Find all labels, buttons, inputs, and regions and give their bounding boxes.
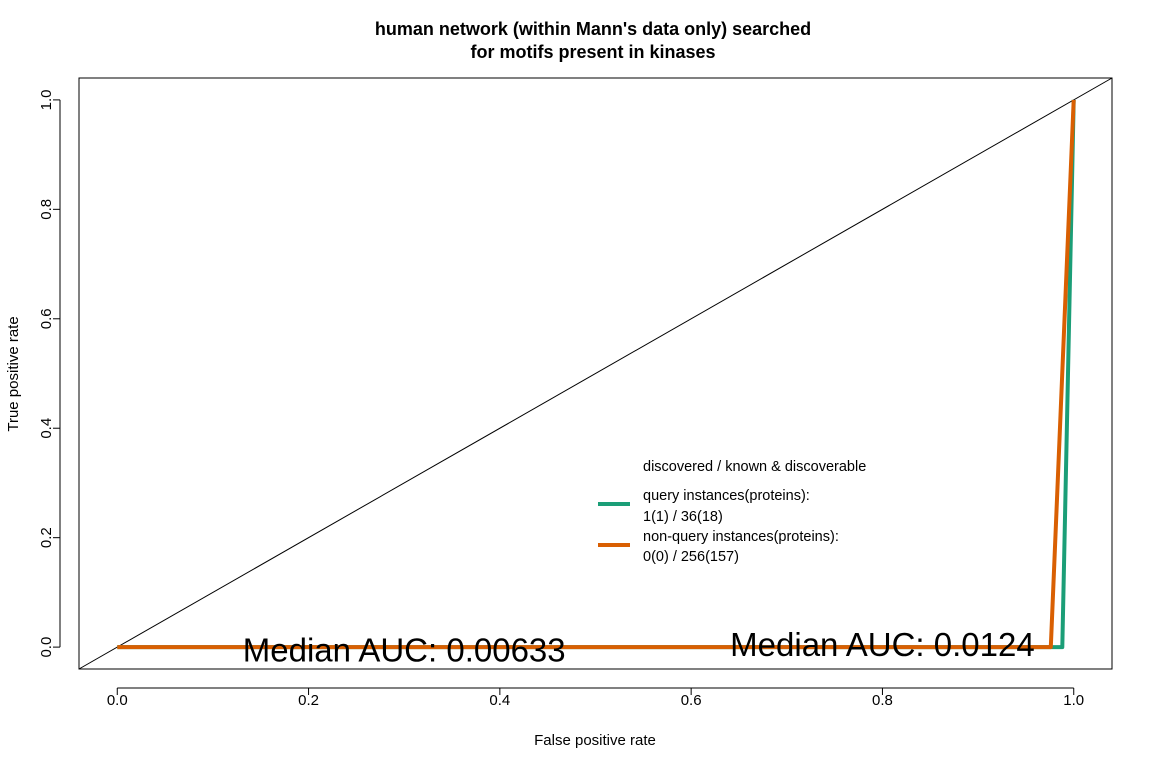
chart-title-line-2: for motifs present in kinases xyxy=(470,42,715,62)
legend-label-non-query: non-query instances(proteins): xyxy=(643,529,839,545)
plot-frame xyxy=(78,77,1113,670)
x-tick-label: 1.0 xyxy=(1063,692,1084,709)
y-axis: 0.0 0.2 0.4 0.6 0.8 1.0 xyxy=(38,89,61,658)
y-tick-label: 1.0 xyxy=(38,89,55,110)
y-tick-label: 0.4 xyxy=(38,418,55,439)
diagonal-reference-line xyxy=(78,77,1113,670)
median-auc-annotation: Median AUC: 0.00633 xyxy=(243,631,566,668)
x-tick-label: 0.8 xyxy=(872,692,893,709)
median-auc-annotation: Median AUC: 0.0124 xyxy=(730,626,1035,663)
series-line-non-query xyxy=(117,99,1076,650)
y-axis-label: True positive rate xyxy=(5,316,22,431)
y-tick-label: 0.8 xyxy=(38,199,55,220)
x-axis: 0.0 0.2 0.4 0.6 0.8 1.0 xyxy=(107,687,1084,709)
x-tick-label: 0.4 xyxy=(489,692,510,709)
legend: discovered / known & discoverable query … xyxy=(598,459,866,565)
plot-area xyxy=(78,77,1113,670)
x-tick-label: 0.0 xyxy=(107,692,128,709)
legend-label-query: query instances(proteins): xyxy=(643,488,810,504)
legend-title: discovered / known & discoverable xyxy=(643,459,866,475)
x-tick-label: 0.6 xyxy=(681,692,702,709)
chart-title-line-1: human network (within Mann's data only) … xyxy=(375,19,811,39)
y-tick-label: 0.0 xyxy=(38,637,55,658)
legend-label-non-query-counts: 0(0) / 256(157) xyxy=(643,549,739,565)
x-axis-label: False positive rate xyxy=(534,732,656,749)
y-tick-label: 0.2 xyxy=(38,527,55,548)
legend-label-query-counts: 1(1) / 36(18) xyxy=(643,509,723,525)
y-tick-label: 0.6 xyxy=(38,308,55,329)
annotations: Median AUC: 0.00633 Median AUC: 0.0124 xyxy=(243,626,1035,668)
x-tick-label: 0.2 xyxy=(298,692,319,709)
